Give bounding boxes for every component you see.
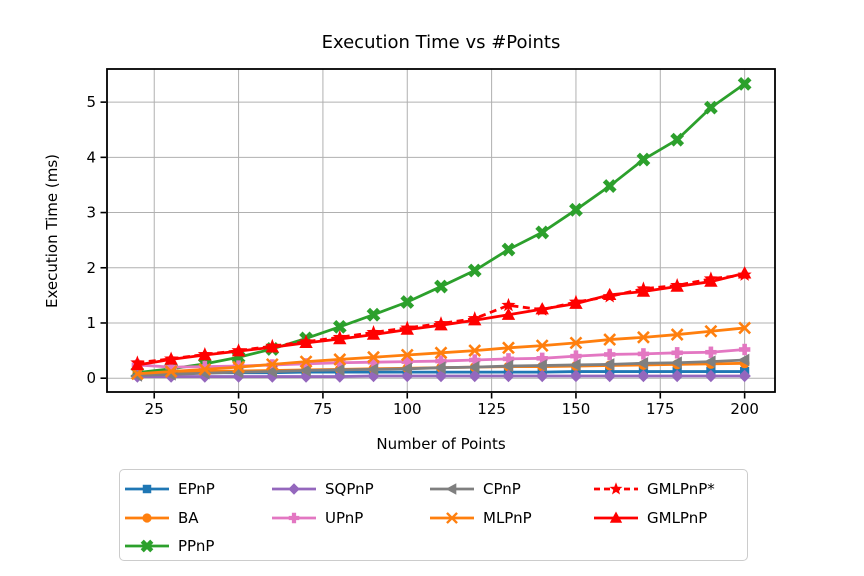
x-tick-label: 125: [477, 400, 506, 418]
legend: EPnP BA PPnP SQPnP UPnP CPnP MLPnP GMLPnP* GMLPn…: [119, 469, 748, 561]
legend-marker-plus-icon: [272, 512, 316, 523]
x-tick-label: 50: [229, 400, 248, 418]
legend-marker-circle-icon: [125, 512, 169, 523]
legend-item-cpnp: CPnP: [429, 479, 521, 499]
legend-label: SQPnP: [325, 480, 374, 498]
chart-title: Execution Time vs #Points: [321, 32, 561, 53]
legend-label: UPnP: [325, 508, 364, 527]
y-tick-label: 2: [86, 259, 96, 277]
legend-label: GMLPnP*: [647, 480, 715, 498]
legend-marker-x-icon: [430, 511, 474, 524]
plot-border: [106, 68, 776, 393]
legend-label: PPnP: [178, 537, 215, 555]
legend-item-sqpnp: SQPnP: [271, 479, 374, 499]
series-mlpnp: [130, 321, 752, 381]
x-tick-label: 75: [313, 400, 332, 418]
legend-item-gmlpnp: GMLPnP: [593, 508, 707, 528]
legend-label: CPnP: [483, 480, 521, 498]
grid: [107, 69, 775, 392]
series-gmlpnp: [130, 266, 752, 371]
x-axis: 25 50 75 100 125 150 175 200: [145, 393, 759, 418]
legend-label: GMLPnP: [647, 508, 708, 527]
legend-item-gmlpnp: GMLPnP*: [593, 479, 715, 499]
y-tick-label: 5: [86, 93, 96, 111]
legend-marker-tri-left-icon: [430, 483, 474, 495]
legend-marker-X-icon: [125, 539, 169, 553]
x-tick-label: 25: [145, 400, 164, 418]
legend-item-mlpnp: MLPnP: [429, 508, 532, 528]
plot-area: 25 50 75 100 125 150 175 200 0 1 2 3 4 5: [86, 68, 776, 418]
legend-item-ppnp: PPnP: [124, 536, 214, 556]
legend-label: EPnP: [178, 480, 215, 498]
y-tick-label: 0: [86, 369, 96, 387]
y-tick-label: 1: [86, 314, 96, 332]
x-tick-label: 175: [646, 400, 675, 418]
legend-marker-square-icon: [125, 484, 169, 494]
y-tick-label: 3: [86, 204, 96, 222]
x-tick-label: 150: [562, 400, 591, 418]
legend-item-upnp: UPnP: [271, 508, 363, 528]
legend-marker-tri-up-icon: [594, 511, 638, 523]
y-axis-label: Execution Time (ms): [43, 154, 61, 308]
series-ppnp: [130, 77, 752, 380]
y-tick-label: 4: [86, 148, 96, 166]
x-tick-label: 200: [730, 400, 759, 418]
legend-marker-star-icon: [594, 482, 638, 495]
x-axis-label: Number of Points: [376, 435, 506, 453]
legend-label: BA: [178, 508, 199, 527]
legend-marker-diamond-icon: [272, 483, 316, 495]
legend-label: MLPnP: [483, 508, 532, 527]
legend-item-epnp: EPnP: [124, 479, 215, 499]
y-axis: 0 1 2 3 4 5: [86, 93, 106, 387]
legend-item-ba: BA: [124, 508, 199, 528]
x-tick-label: 100: [393, 400, 422, 418]
